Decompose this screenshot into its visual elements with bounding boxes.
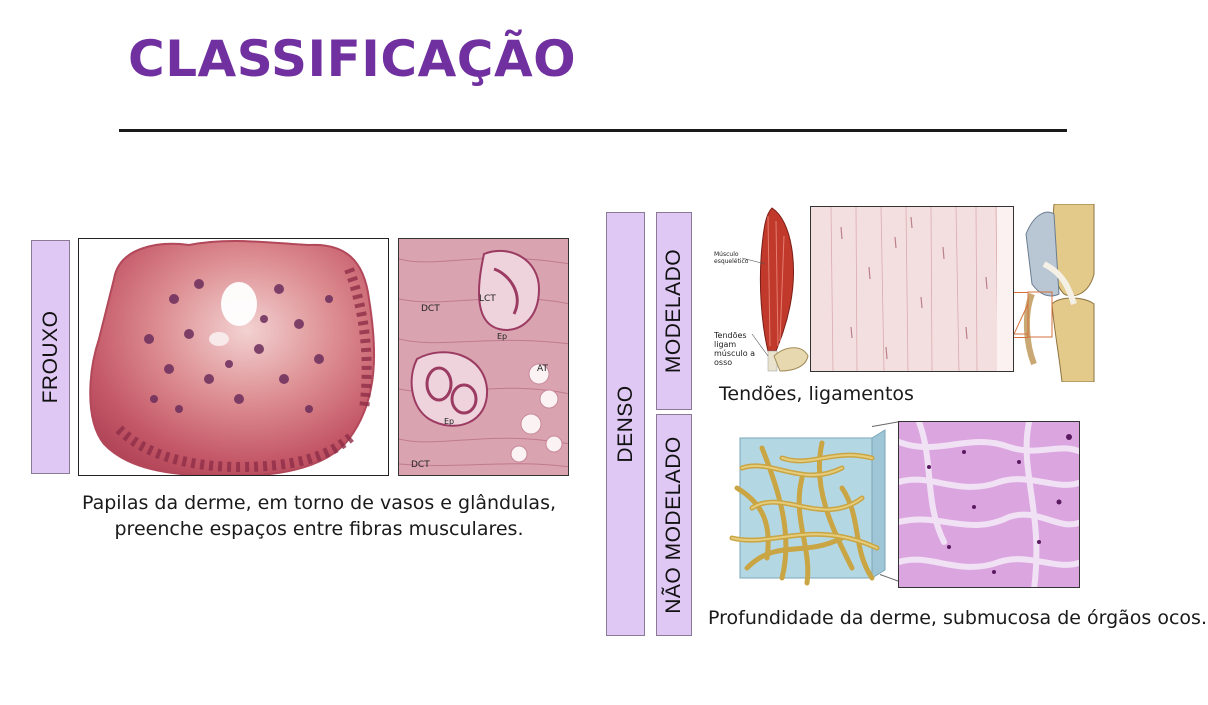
zoom-connector-top — [871, 421, 900, 427]
diagram-label-tendon-2: ligam — [714, 340, 736, 349]
zoom-connector-lines — [1014, 292, 1028, 338]
modelado-label: MODELADO — [662, 248, 685, 374]
diagram-label-tendon-3: músculo a — [714, 349, 755, 358]
nao-modelado-label: NÃO MODELADO — [662, 436, 685, 614]
dense-irregular-micrograph — [898, 421, 1080, 588]
denso-label: DENSO — [613, 385, 637, 463]
loose-connective-micrograph: DCT LCT Ep AT Ep DCT — [398, 238, 569, 476]
denso-label-box: DENSO — [606, 212, 645, 636]
micro-label-at: AT — [537, 364, 548, 374]
micro-label-dct-bottom: DCT — [411, 460, 430, 470]
frouxo-label: FROUXO — [38, 310, 62, 404]
page-title: CLASSIFICAÇÃO — [128, 30, 577, 88]
micro-label-dct-top: DCT — [421, 304, 440, 314]
frouxo-label-box: FROUXO — [31, 240, 70, 474]
frouxo-caption-line2: preenche espaços entre fibras musculares… — [114, 518, 524, 540]
diagram-label-muscle-1: Músculo — [714, 251, 739, 258]
nao-modelado-caption: Profundidade da derme, submucosa de órgã… — [708, 607, 1207, 629]
diagram-label-muscle-2: esquelético — [714, 258, 749, 265]
diagram-label-tendon-1: Tendões — [713, 331, 747, 340]
histology-papilla-image — [78, 238, 389, 476]
collagen-fiber-diagram — [722, 428, 890, 588]
modelado-label-box: MODELADO — [656, 212, 692, 410]
nao-modelado-label-box: NÃO MODELADO — [656, 414, 692, 636]
dense-regular-micrograph — [810, 206, 1014, 372]
muscle-tendon-diagram: Músculo esquelético Tendões ligam múscul… — [710, 206, 812, 378]
micro-label-ep-top: Ep — [497, 332, 507, 341]
title-divider — [119, 129, 1067, 132]
frouxo-caption: Papilas da derme, em torno de vasos e gl… — [64, 490, 574, 542]
frouxo-caption-line1: Papilas da derme, em torno de vasos e gl… — [81, 492, 557, 514]
knee-joint-illustration — [1014, 204, 1098, 382]
micro-label-lct: LCT — [479, 294, 496, 304]
diagram-label-tendon-4: osso — [714, 358, 732, 367]
modelado-caption: Tendões, ligamentos — [719, 383, 914, 405]
micro-label-ep-bottom: Ep — [444, 417, 454, 426]
